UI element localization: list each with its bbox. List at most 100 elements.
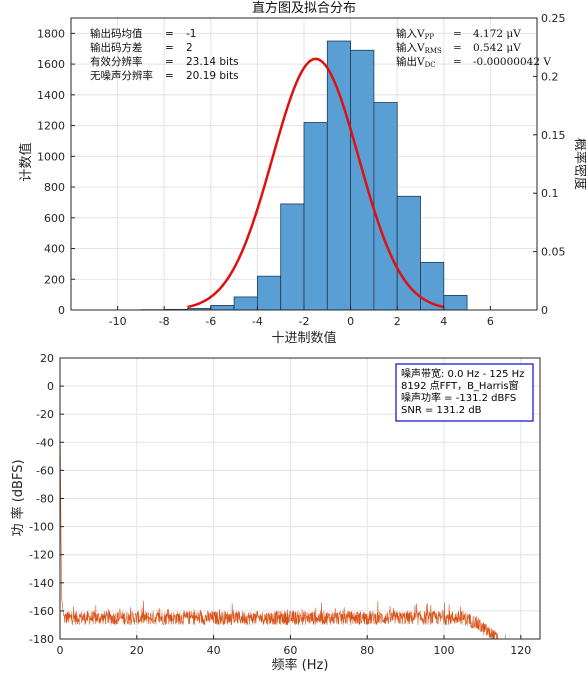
stat-eq: = — [165, 56, 174, 68]
x-tick-label: -8 — [159, 315, 170, 328]
histogram-bar — [350, 49, 375, 311]
info-line: SNR = 131.2 dB — [401, 405, 482, 416]
y-tick-label: 600 — [44, 212, 65, 225]
spectrum-y-ticks: 20 0 -20 -40 -60 -80 -100 -120 -140 -160 -180 — [29, 352, 64, 646]
stat-label: 有效分辨率 — [90, 55, 143, 68]
fit-curve — [187, 57, 445, 309]
histogram-bar — [280, 203, 305, 311]
histogram-bars — [140, 40, 468, 311]
stat-label: 无噪声分辨率 — [90, 69, 153, 82]
y-tick-label: -140 — [29, 577, 54, 590]
y-tick-label: -20 — [36, 408, 54, 421]
histogram-y-ticks: 0 200 400 600 800 1000 1200 1400 1600 1800 — [37, 27, 75, 317]
y-tick-label: 20 — [40, 352, 54, 365]
y-tick-label: -120 — [29, 549, 54, 562]
y-tick-label: -80 — [36, 493, 54, 506]
x-tick-label: 20 — [130, 644, 144, 657]
x-tick-label: 6 — [487, 315, 494, 328]
spectrum-info-box: 噪声带宽: 0.0 Hz - 125 Hz 8192 点FFT，B_Harris… — [395, 363, 534, 422]
histogram-x-ticks: -10 -8 -6 -4 -2 0 2 4 6 — [109, 306, 494, 328]
histogram-y-label: 计数值 — [18, 142, 34, 181]
histogram-bar — [443, 294, 468, 311]
x-tick-label: 2 — [394, 315, 401, 328]
x-tick-label: 80 — [360, 644, 374, 657]
histogram-bar — [373, 102, 398, 311]
histogram-bar — [210, 304, 235, 311]
info-line: 8192 点FFT，B_Harris窗 — [401, 379, 519, 392]
y2-tick-label: 0.2 — [541, 70, 559, 83]
stat-label: 输出码均值 — [90, 27, 143, 40]
spectrum-x-ticks: 0 20 40 60 80 100 120 — [57, 635, 531, 657]
histogram-bar — [303, 122, 328, 311]
stat-label: 输入VRMS — [396, 41, 442, 55]
y-tick-label: 0 — [58, 304, 65, 317]
histogram-chart: -10 -8 -6 -4 -2 0 2 4 6 020040060080010001200140… — [18, 0, 586, 346]
stat-value: 4.172 μV — [473, 28, 521, 40]
stat-value: 23.14 bits — [186, 56, 239, 68]
stat-label-sub: DC — [425, 61, 436, 69]
histogram-bar — [233, 296, 258, 311]
y-tick-label: -180 — [29, 633, 54, 646]
stat-eq: = — [165, 42, 174, 54]
y2-tick-label: 0.1 — [541, 187, 559, 200]
x-tick-label: 4 — [440, 315, 447, 328]
stat-label-sub: PP — [425, 33, 435, 41]
x-tick-label: 0 — [57, 644, 64, 657]
stats-right: 输入VPP = 4.172 μV 输入VRMS = 0.542 μV 输出VDC… — [396, 27, 551, 69]
stat-value: 2 — [186, 42, 193, 54]
histogram-y2-ticks: 0 0.05 0.1 0.15 0.2 0.25 — [533, 12, 566, 317]
histogram-bar — [326, 40, 351, 311]
stat-label-main: 输入V — [396, 41, 425, 54]
stat-value: 20.19 bits — [186, 70, 239, 82]
spectrum-chart: 0 20 40 60 80 100 120 20 0 -20 -40 -60 -80 -100 -120 -… — [10, 352, 541, 673]
info-line: 噪声功率 = -131.2 dBFS — [401, 391, 516, 404]
stats-left: 输出码均值 = -1 输出码方差 = 2 有效分辨率 = 23.14 bits … — [90, 27, 239, 82]
x-tick-label: 0 — [347, 315, 354, 328]
stat-label: 输出VDC — [396, 55, 436, 69]
x-tick-label: -4 — [252, 315, 263, 328]
x-tick-label: 40 — [207, 644, 221, 657]
x-tick-label: 60 — [283, 644, 297, 657]
stat-eq: = — [165, 70, 174, 82]
stat-label-main: 输出V — [396, 55, 425, 68]
y-tick-label: 1800 — [37, 27, 65, 40]
stat-value: -0.00000042 V — [473, 56, 551, 68]
y-tick-label: -40 — [36, 436, 54, 449]
histogram-title: 直方图及拟合分布 — [252, 0, 356, 16]
stat-eq: = — [453, 28, 462, 40]
y-tick-label: -60 — [36, 464, 54, 477]
y2-tick-label: 0.15 — [541, 129, 566, 142]
histogram-y2-label: 概率密度 — [572, 138, 586, 190]
y-tick-label: 400 — [44, 243, 65, 256]
x-tick-label: -10 — [109, 315, 127, 328]
y-tick-label: 0 — [47, 380, 54, 393]
x-tick-label: 120 — [510, 644, 531, 657]
stat-value: 0.542 μV — [473, 42, 521, 54]
y-tick-label: 1000 — [37, 150, 65, 163]
x-tick-label: -2 — [299, 315, 310, 328]
stat-value: -1 — [186, 28, 196, 40]
y2-tick-label: 0.25 — [541, 12, 566, 25]
y-tick-label: -100 — [29, 521, 54, 534]
x-tick-label: -6 — [205, 315, 216, 328]
stat-label: 输入VPP — [396, 27, 434, 41]
y-tick-label: 800 — [44, 181, 65, 194]
y2-tick-label: 0 — [541, 304, 548, 317]
info-line: 噪声带宽: 0.0 Hz - 125 Hz — [401, 367, 524, 380]
histogram-x-label: 十进制数值 — [271, 330, 336, 346]
y2-tick-label: 0.05 — [541, 246, 566, 259]
spectrum-y-label: 功 率 (dBFS) — [10, 459, 26, 536]
stat-eq: = — [165, 28, 174, 40]
y-tick-label: -160 — [29, 605, 54, 618]
spectrum-x-label: 频率 (Hz) — [272, 657, 329, 673]
stat-label: 输出码方差 — [90, 41, 143, 54]
y-tick-label: 1200 — [37, 120, 65, 133]
info-box-frame — [395, 363, 534, 422]
histogram-bar — [256, 275, 282, 311]
y-tick-label: 1600 — [37, 58, 65, 71]
stat-eq: = — [453, 56, 462, 68]
stat-eq: = — [453, 42, 462, 54]
x-tick-label: 100 — [434, 644, 455, 657]
y-tick-label: 200 — [44, 273, 65, 286]
